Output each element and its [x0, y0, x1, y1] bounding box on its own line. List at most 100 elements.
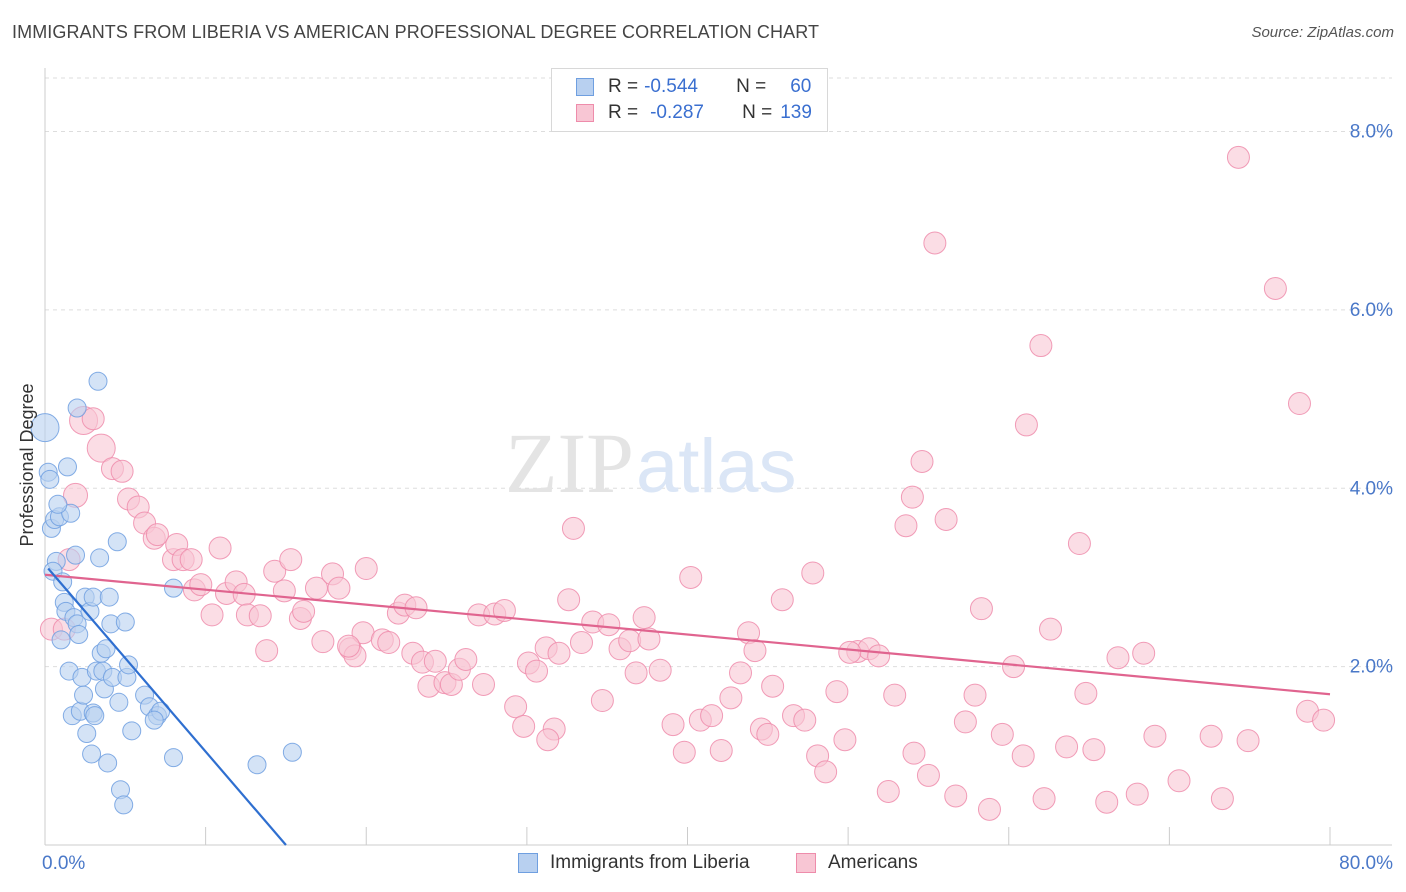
- americans-point: [597, 613, 621, 637]
- americans-point: [1312, 708, 1336, 732]
- liberia-point: [67, 398, 87, 418]
- liberia-point: [48, 494, 68, 514]
- americans-point: [672, 740, 696, 764]
- liberia-point: [119, 655, 139, 675]
- liberia-point: [247, 755, 267, 775]
- americans-point: [700, 704, 724, 728]
- americans-point: [377, 631, 401, 655]
- y-tick-label: 2.0%: [1350, 657, 1393, 678]
- liberia-swatch: [576, 78, 594, 96]
- americans-point: [1032, 787, 1056, 811]
- americans-point: [923, 231, 947, 255]
- americans-point: [1055, 735, 1079, 759]
- americans-point: [1067, 532, 1091, 556]
- trend-lines: [44, 567, 1331, 846]
- americans-point: [648, 658, 672, 682]
- liberia-point: [88, 371, 108, 391]
- americans-point: [1011, 744, 1035, 768]
- y-tick-label: 6.0%: [1350, 300, 1393, 321]
- americans-point: [569, 631, 593, 655]
- americans-trend-line: [44, 573, 1331, 696]
- bottom-legend-label: Americans: [828, 852, 918, 873]
- americans-point: [632, 606, 656, 630]
- americans-point: [977, 797, 1001, 821]
- liberia-point: [30, 413, 60, 443]
- americans-point: [561, 516, 585, 540]
- americans-point: [1167, 769, 1191, 793]
- legend-box: R = -0.544 N = 60 R = -0.287 N = 139: [551, 68, 828, 132]
- x-tick-label: 0.0%: [42, 853, 85, 874]
- americans-point: [145, 523, 169, 547]
- liberia-point: [85, 706, 105, 726]
- legend-n-label: N =: [736, 76, 767, 97]
- liberia-point: [77, 724, 97, 744]
- legend-row-americans: R = -0.287 N = 139: [576, 100, 812, 126]
- americans-point: [1082, 738, 1106, 762]
- americans-point: [248, 604, 272, 628]
- americans-point: [944, 784, 968, 808]
- liberia-point: [282, 742, 302, 762]
- y-tick-label: 4.0%: [1350, 478, 1393, 499]
- legend-r-value: -0.544: [644, 76, 698, 97]
- americans-point: [916, 763, 940, 787]
- americans-point: [969, 597, 993, 621]
- americans-point: [709, 738, 733, 762]
- y-tick-label: 8.0%: [1350, 122, 1393, 143]
- tick-labels: 2.0% 4.0% 6.0% 8.0% 0.0% 80.0%: [42, 122, 1393, 874]
- americans-point: [1236, 729, 1260, 753]
- americans-point: [963, 683, 987, 707]
- americans-point: [179, 548, 203, 572]
- americans-point: [793, 708, 817, 732]
- americans-point: [472, 672, 496, 696]
- americans-point: [1210, 787, 1234, 811]
- bottom-legend-label: Immigrants from Liberia: [550, 852, 750, 873]
- americans-point: [1095, 790, 1119, 814]
- americans-point: [761, 674, 785, 698]
- americans-point: [900, 485, 924, 509]
- liberia-point: [107, 532, 127, 552]
- americans-point: [1029, 334, 1053, 358]
- liberia-point: [115, 612, 135, 632]
- bottom-legend-liberia: Immigrants from Liberia: [518, 852, 750, 874]
- americans-point: [354, 557, 378, 581]
- liberia-point: [164, 748, 183, 768]
- americans-point: [311, 630, 335, 654]
- americans-point: [902, 741, 926, 765]
- americans-point: [110, 459, 134, 483]
- americans-point: [661, 713, 685, 737]
- liberia-points: [30, 371, 302, 815]
- liberia-point: [99, 587, 119, 607]
- chart-title: IMMIGRANTS FROM LIBERIA VS AMERICAN PROF…: [12, 22, 820, 42]
- americans-point: [81, 407, 105, 431]
- legend-n-value: 139: [780, 102, 812, 123]
- americans-point: [525, 659, 549, 683]
- americans-point: [1074, 681, 1098, 705]
- americans-point: [1226, 145, 1250, 169]
- americans-point: [189, 573, 213, 597]
- americans-point: [679, 565, 703, 589]
- americans-point: [1143, 724, 1167, 748]
- americans-point: [838, 640, 862, 664]
- x-tick-label: 80.0%: [1339, 853, 1393, 874]
- americans-point: [719, 686, 743, 710]
- americans-point: [729, 661, 753, 685]
- liberia-swatch: [518, 853, 538, 873]
- liberia-trend-line: [47, 567, 287, 846]
- americans-point: [327, 576, 351, 600]
- americans-point: [825, 680, 849, 704]
- americans-point: [547, 641, 571, 665]
- americans-point: [814, 760, 838, 784]
- americans-point: [910, 450, 934, 473]
- liberia-point: [122, 721, 142, 741]
- americans-point: [990, 722, 1014, 746]
- americans-point: [263, 559, 287, 583]
- americans-point: [279, 548, 303, 572]
- americans-point: [1039, 617, 1063, 641]
- americans-point: [876, 779, 900, 803]
- liberia-point: [90, 548, 110, 568]
- watermark: ZIP atlas: [505, 415, 797, 511]
- americans-point: [770, 588, 794, 612]
- liberia-point: [74, 685, 94, 705]
- bottom-legend-americans: Americans: [796, 852, 918, 874]
- americans-point: [255, 639, 279, 663]
